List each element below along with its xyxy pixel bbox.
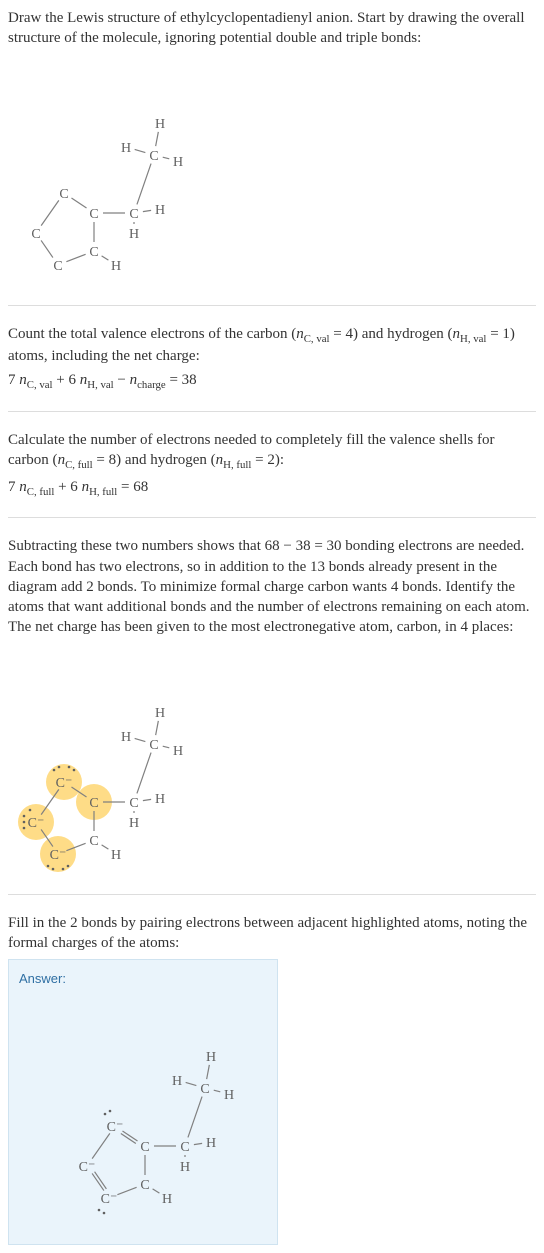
svg-text:C: C (129, 207, 138, 222)
sub: C, full (27, 486, 55, 498)
svg-text:C: C (180, 1140, 189, 1155)
diagram-skeleton: CCCCCCCHHHHHH (8, 57, 208, 287)
svg-text:H: H (155, 203, 165, 218)
svg-text:C: C (149, 738, 158, 753)
separator (8, 517, 536, 518)
svg-text:C⁻: C⁻ (79, 1160, 96, 1175)
svg-text:H: H (129, 227, 139, 242)
svg-text:H: H (206, 1050, 216, 1065)
svg-text:H: H (111, 848, 121, 863)
svg-text:C⁻: C⁻ (50, 848, 67, 863)
answer-label: Answer: (19, 970, 267, 988)
rhs: = 68 (117, 479, 148, 495)
coeff: 7 (8, 479, 19, 495)
svg-text:H: H (129, 816, 139, 831)
paragraph-valence: Count the total valence electrons of the… (8, 324, 536, 367)
svg-text:C⁻: C⁻ (101, 1192, 118, 1207)
sub: H, val (87, 379, 113, 391)
svg-text:C⁻: C⁻ (28, 816, 45, 831)
coeff: 7 (8, 372, 19, 388)
svg-text:H: H (155, 792, 165, 807)
sub: charge (137, 379, 166, 391)
var-n: n (453, 326, 461, 342)
svg-text:H: H (224, 1088, 234, 1103)
svg-text:C: C (31, 227, 40, 242)
var-n: n (19, 479, 27, 495)
svg-text:H: H (121, 730, 131, 745)
svg-text:H: H (173, 155, 183, 170)
sub: C, full (65, 459, 93, 471)
minus: − (114, 372, 130, 388)
svg-text:C: C (89, 834, 98, 849)
diagram-answer: C⁻CCC⁻C⁻CCHHHHHH (19, 996, 249, 1216)
answer-box: Answer: C⁻CCC⁻C⁻CCHHHHHH (8, 959, 278, 1245)
paragraph-intro: Draw the Lewis structure of ethylcyclope… (8, 8, 536, 49)
paragraph-subtract: Subtracting these two numbers shows that… (8, 536, 536, 637)
svg-text:H: H (206, 1136, 216, 1151)
text: = 4) and hydrogen ( (330, 326, 453, 342)
svg-text:H: H (173, 744, 183, 759)
separator (8, 411, 536, 412)
svg-text:C: C (89, 245, 98, 260)
formula-valence: 7 nC, val + 6 nH, val − ncharge = 38 (8, 370, 536, 393)
separator (8, 894, 536, 895)
svg-text:H: H (111, 259, 121, 274)
text: Count the total valence electrons of the… (8, 326, 296, 342)
svg-text:H: H (121, 141, 131, 156)
var-n: n (82, 479, 90, 495)
svg-text:C: C (149, 149, 158, 164)
sub: H, full (223, 459, 251, 471)
svg-text:C: C (140, 1178, 149, 1193)
sub: C, val (304, 333, 330, 345)
svg-text:H: H (155, 117, 165, 132)
text: = 8) and hydrogen ( (93, 452, 216, 468)
var-n: n (58, 452, 66, 468)
rhs: = 38 (166, 372, 197, 388)
sub: H, val (460, 333, 486, 345)
sub: C, val (27, 379, 53, 391)
svg-text:H: H (155, 706, 165, 721)
paragraph-full: Calculate the number of electrons needed… (8, 430, 536, 473)
paragraph-fill: Fill in the 2 bonds by pairing electrons… (8, 913, 536, 954)
svg-text:C: C (140, 1140, 149, 1155)
plus: + 6 (54, 479, 81, 495)
svg-text:H: H (180, 1160, 190, 1175)
svg-text:C: C (59, 187, 68, 202)
plus: + 6 (53, 372, 80, 388)
separator (8, 305, 536, 306)
var-n: n (130, 372, 138, 388)
svg-text:C: C (89, 207, 98, 222)
svg-text:C: C (200, 1082, 209, 1097)
var-n: n (19, 372, 27, 388)
svg-text:H: H (162, 1192, 172, 1207)
svg-text:H: H (172, 1074, 182, 1089)
sub: H, full (89, 486, 117, 498)
formula-full: 7 nC, full + 6 nH, full = 68 (8, 477, 536, 500)
var-n: n (296, 326, 304, 342)
svg-text:C: C (89, 796, 98, 811)
svg-text:C: C (53, 259, 62, 274)
text: = 2): (251, 452, 284, 468)
svg-text:C⁻: C⁻ (56, 776, 73, 791)
diagram-highlighted: C⁻CCC⁻C⁻CCHHHHHH (8, 646, 208, 876)
svg-text:C: C (129, 796, 138, 811)
